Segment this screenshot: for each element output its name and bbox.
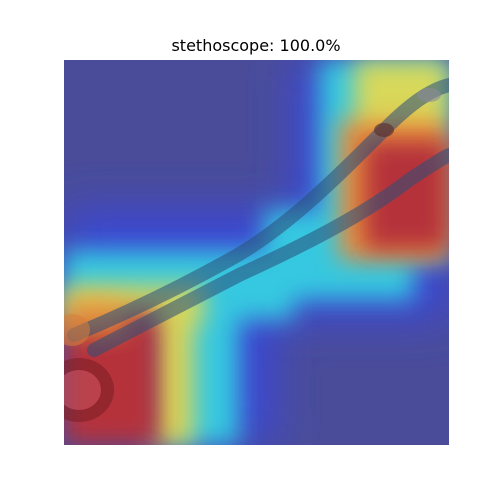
stethoscope-tubing bbox=[67, 78, 449, 357]
heatmap-image bbox=[64, 60, 449, 445]
stethoscope-chestpiece bbox=[64, 314, 114, 422]
heatmap-overlay bbox=[64, 60, 449, 445]
stethoscope-earpieces bbox=[374, 88, 441, 137]
figure-title: stethoscope: 100.0% bbox=[171, 36, 341, 55]
